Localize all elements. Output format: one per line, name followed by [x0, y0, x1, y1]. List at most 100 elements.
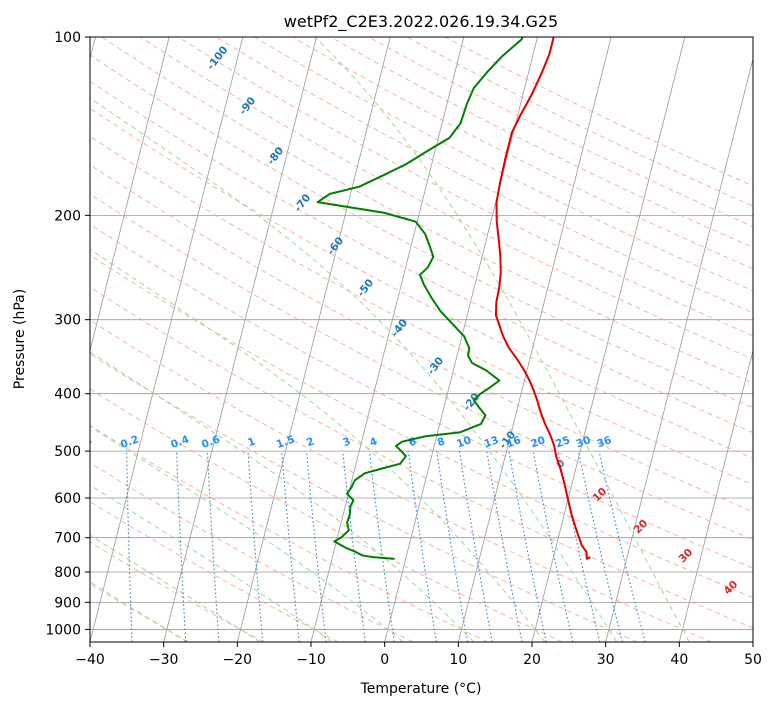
moist-adiabat-label: 20	[631, 517, 650, 536]
isotherm	[531, 37, 686, 642]
mixing-ratio-label: 25	[554, 434, 572, 450]
dry-adiabat	[90, 541, 264, 642]
plot-frame	[89, 36, 754, 643]
y-tick-label: 1000	[45, 622, 81, 638]
mixing-ratio-line	[206, 451, 220, 642]
mixing-ratio-label: 0.6	[200, 433, 222, 451]
moist-adiabat	[90, 425, 404, 642]
y-tick-label: 900	[54, 595, 81, 611]
chart-title: wetPf2_C2E3.2022.026.19.34.G25	[284, 12, 558, 32]
mixing-ratio-line	[247, 451, 264, 642]
x-tick-label: 0	[380, 652, 389, 668]
moist-adiabat	[90, 534, 261, 642]
moist-adiabat	[90, 97, 618, 642]
mixing-ratio-label: 30	[575, 434, 593, 450]
profiles	[316, 37, 591, 560]
y-tick-label: 100	[54, 30, 81, 46]
dry-adiabat	[90, 286, 753, 629]
moist-adiabat	[90, 248, 546, 642]
isotherm	[752, 640, 753, 642]
dry-adiabat	[90, 193, 753, 541]
mixing-ratio-label: 1	[246, 435, 257, 449]
y-tick-label: 600	[54, 491, 81, 507]
mixing-ratio-label: 8	[436, 435, 447, 449]
moist-adiabat	[90, 581, 188, 642]
moist-adiabat	[314, 37, 690, 642]
mixing-ratio-line	[532, 450, 574, 642]
dry-adiabat	[368, 37, 753, 228]
mixing-ratio-label: 2	[305, 435, 316, 449]
dry-adiabat	[90, 462, 414, 642]
mixing-ratio-line	[407, 451, 437, 642]
y-tick-label: 800	[54, 565, 81, 581]
dry-adiabat	[90, 164, 753, 513]
mixing-ratio-line	[458, 451, 493, 642]
dry-adiabat-label: -90	[237, 95, 258, 117]
isotherm	[236, 37, 391, 642]
y-tick-label: 700	[54, 531, 81, 547]
moist-adiabat	[90, 484, 333, 642]
x-tick-label: −20	[223, 652, 253, 668]
mixing-ratio-line	[508, 451, 547, 642]
mixing-ratio-line	[368, 451, 395, 642]
x-tick-label: −30	[149, 652, 179, 668]
dry-adiabat	[90, 54, 753, 409]
background-lines	[90, 37, 753, 642]
dry-adiabat	[406, 37, 753, 207]
mixing-ratio-label: 3	[341, 435, 352, 449]
mixing-ratio-line	[281, 451, 300, 642]
x-axis-label: Temperature (°C)	[360, 681, 482, 697]
mixing-ratio-line	[598, 450, 646, 642]
isotherm	[678, 348, 753, 642]
mixing-ratio-line	[176, 451, 187, 642]
isotherm	[90, 37, 170, 353]
mixing-ratio-label: 20	[529, 434, 547, 450]
dry-adiabat	[90, 583, 190, 642]
dry-adiabat-label: -100	[205, 44, 231, 72]
moist-adiabat	[90, 351, 475, 642]
mixing-ratio-line	[126, 451, 133, 642]
mixing-ratio-line	[306, 451, 327, 642]
mixing-ratio-line	[342, 451, 366, 642]
dry-adiabat	[90, 254, 753, 599]
mixing-ratio-line	[486, 451, 523, 642]
y-axis-ticks: 100 200 300 400 500 600 700 800 900 1000	[45, 30, 90, 638]
x-tick-label: −40	[75, 652, 105, 668]
mixing-ratio-label: 6	[407, 435, 418, 449]
line-annotations: -100-90-80-70-60-50-40-30-20-100.1 0.2 0.4…	[72, 44, 740, 597]
mixing-ratio-label: 16	[505, 434, 523, 450]
mixing-ratio-label: 13	[483, 434, 501, 450]
y-tick-label: 300	[54, 313, 81, 329]
dewpoint-line	[316, 37, 524, 560]
mixing-ratio-label: 36	[595, 434, 613, 450]
mixing-ratio-label: 0.2	[119, 433, 141, 451]
x-tick-label: 20	[523, 652, 541, 668]
x-tick-label: −10	[296, 652, 326, 668]
mixing-ratio-line	[557, 450, 601, 642]
dry-adiabat	[90, 80, 753, 434]
dry-adiabat-label: -70	[292, 192, 313, 214]
moist-adiabat-label: 30	[676, 546, 695, 565]
dry-adiabat	[177, 37, 753, 337]
mixing-ratio-line	[577, 450, 623, 642]
mixing-ratio-line	[436, 451, 469, 642]
mixing-ratio-label: 0.4	[169, 433, 191, 451]
y-axis-label: Pressure (hPa)	[12, 289, 28, 389]
dry-adiabat	[90, 135, 753, 486]
isotherm	[605, 57, 753, 642]
dry-adiabat	[444, 37, 753, 187]
temperature-line	[494, 37, 591, 560]
x-tick-label: 50	[744, 652, 762, 668]
mixing-ratio-label: 0.1	[72, 433, 94, 451]
mixing-ratio-label: 1.5	[275, 433, 297, 451]
dry-adiabat-label: -80	[265, 145, 286, 167]
isotherm	[90, 37, 244, 642]
y-tick-label: 500	[54, 444, 81, 460]
x-tick-label: 10	[449, 652, 467, 668]
dry-adiabat	[101, 37, 753, 384]
dry-adiabat	[90, 319, 712, 642]
x-tick-label: 40	[670, 652, 688, 668]
dry-adiabat	[90, 501, 339, 642]
isotherm	[384, 37, 538, 642]
